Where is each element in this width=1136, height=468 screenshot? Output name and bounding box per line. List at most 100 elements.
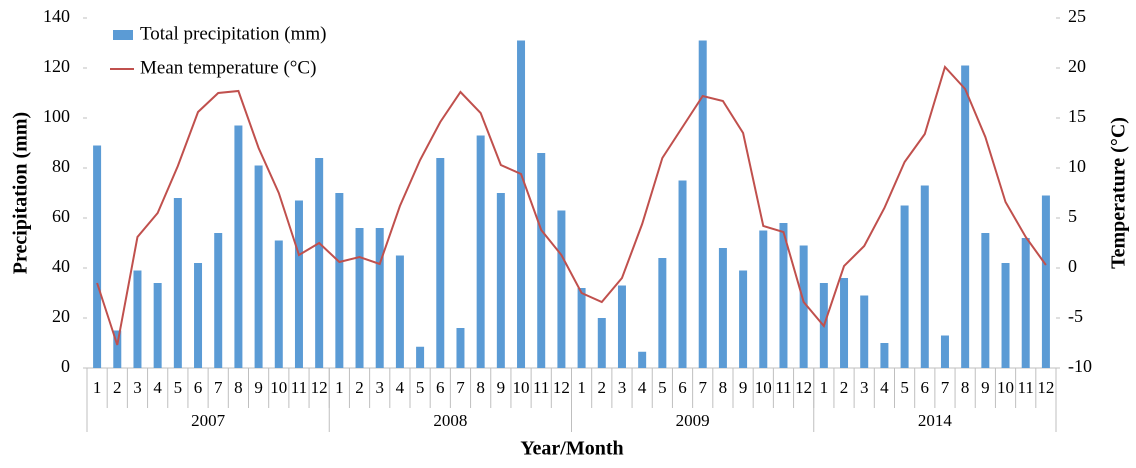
y2-tick-label: 10 xyxy=(1068,156,1086,176)
x-tick-label: 10 xyxy=(755,378,772,397)
x-tick-label: 1 xyxy=(335,378,344,397)
y2-axis-label: Temperature (°C) xyxy=(1108,117,1130,269)
x-tick-label: 7 xyxy=(698,378,707,397)
x-tick-label: 3 xyxy=(860,378,869,397)
year-label: 2007 xyxy=(191,411,226,430)
x-tick-label: 12 xyxy=(311,378,328,397)
y-tick-label: 20 xyxy=(52,306,70,326)
bar xyxy=(920,185,929,368)
bar xyxy=(557,210,566,368)
y-tick-label: 100 xyxy=(43,106,70,126)
bar xyxy=(476,135,485,368)
bar xyxy=(496,193,505,368)
x-tick-label: 11 xyxy=(775,378,791,397)
bar xyxy=(597,318,606,368)
x-tick-label: 5 xyxy=(900,378,909,397)
x-tick-label: 5 xyxy=(658,378,667,397)
y2-tick-label: -10 xyxy=(1068,356,1092,376)
y-tick-label: 40 xyxy=(52,256,70,276)
bar xyxy=(537,153,546,368)
bar xyxy=(799,245,808,368)
x-tick-label: 7 xyxy=(456,378,465,397)
bar xyxy=(254,165,263,368)
x-tick-label: 8 xyxy=(961,378,970,397)
x-tick-label: 11 xyxy=(533,378,549,397)
y2-tick-label: 25 xyxy=(1068,6,1086,26)
x-tick-label: 9 xyxy=(497,378,506,397)
bar xyxy=(658,258,667,368)
y2-tick-label: 5 xyxy=(1068,206,1077,226)
x-tick-label: 8 xyxy=(234,378,243,397)
bar xyxy=(153,283,162,368)
bar xyxy=(274,240,283,368)
x-tick-label: 2 xyxy=(840,378,849,397)
x-tick-label: 3 xyxy=(618,378,627,397)
bar xyxy=(617,285,626,368)
bar xyxy=(779,223,788,368)
x-tick-label: 10 xyxy=(997,378,1014,397)
bar xyxy=(93,145,102,368)
bar xyxy=(416,346,425,368)
bar xyxy=(355,228,364,368)
bar xyxy=(940,335,949,368)
x-tick-label: 1 xyxy=(577,378,586,397)
x-tick-label: 12 xyxy=(553,378,570,397)
x-tick-label: 11 xyxy=(1018,378,1034,397)
line xyxy=(96,65,1047,346)
x-tick-label: 1 xyxy=(820,378,829,397)
x-tick-label: 2 xyxy=(113,378,122,397)
bar xyxy=(294,200,303,368)
y2-tick-label: 20 xyxy=(1068,56,1086,76)
bar xyxy=(961,65,970,368)
x-tick-label: 7 xyxy=(214,378,223,397)
x-tick-label: 9 xyxy=(739,378,748,397)
bar xyxy=(517,40,526,368)
y-tick-label: 80 xyxy=(52,156,70,176)
bar xyxy=(335,193,344,368)
legend-label: Total precipitation (mm) xyxy=(140,23,327,44)
year-label: 2008 xyxy=(433,411,467,430)
legend-label: Mean temperature (°C) xyxy=(140,57,316,78)
x-tick-label: 12 xyxy=(795,378,812,397)
bar xyxy=(860,295,869,368)
bar xyxy=(214,233,223,368)
bar xyxy=(395,255,404,368)
y2-tick-label: -5 xyxy=(1068,306,1083,326)
bar xyxy=(194,263,203,368)
bar xyxy=(375,228,384,368)
x-tick-label: 3 xyxy=(133,378,142,397)
x-tick-label: 5 xyxy=(174,378,183,397)
y-tick-label: 140 xyxy=(43,6,70,26)
y-axis-label: Precipitation (mm) xyxy=(10,112,32,274)
x-tick-label: 6 xyxy=(921,378,930,397)
bar xyxy=(981,233,990,368)
bar xyxy=(577,288,586,368)
bar xyxy=(739,270,748,368)
y-tick-label: 120 xyxy=(43,56,70,76)
legend-swatch xyxy=(113,30,133,40)
bar xyxy=(698,40,707,368)
x-tick-label: 3 xyxy=(375,378,384,397)
bar xyxy=(718,248,727,368)
y2-tick-label: 15 xyxy=(1068,106,1086,126)
x-tick-label: 2 xyxy=(598,378,607,397)
x-tick-label: 10 xyxy=(270,378,287,397)
y-tick-label: 0 xyxy=(61,356,70,376)
year-label: 2014 xyxy=(918,411,953,430)
x-tick-label: 8 xyxy=(476,378,485,397)
bar xyxy=(1021,238,1030,368)
x-tick-label: 2 xyxy=(355,378,364,397)
x-axis-label: Year/Month xyxy=(520,438,623,460)
x-tick-label: 4 xyxy=(153,378,162,397)
bar xyxy=(880,343,889,368)
x-tick-label: 6 xyxy=(194,378,203,397)
x-tick-label: 9 xyxy=(981,378,990,397)
y2-tick-label: 0 xyxy=(1068,256,1077,276)
x-tick-label: 6 xyxy=(678,378,687,397)
bar xyxy=(840,278,849,368)
year-label: 2009 xyxy=(676,411,710,430)
x-tick-label: 4 xyxy=(880,378,889,397)
x-tick-label: 6 xyxy=(436,378,445,397)
x-tick-label: 5 xyxy=(416,378,425,397)
